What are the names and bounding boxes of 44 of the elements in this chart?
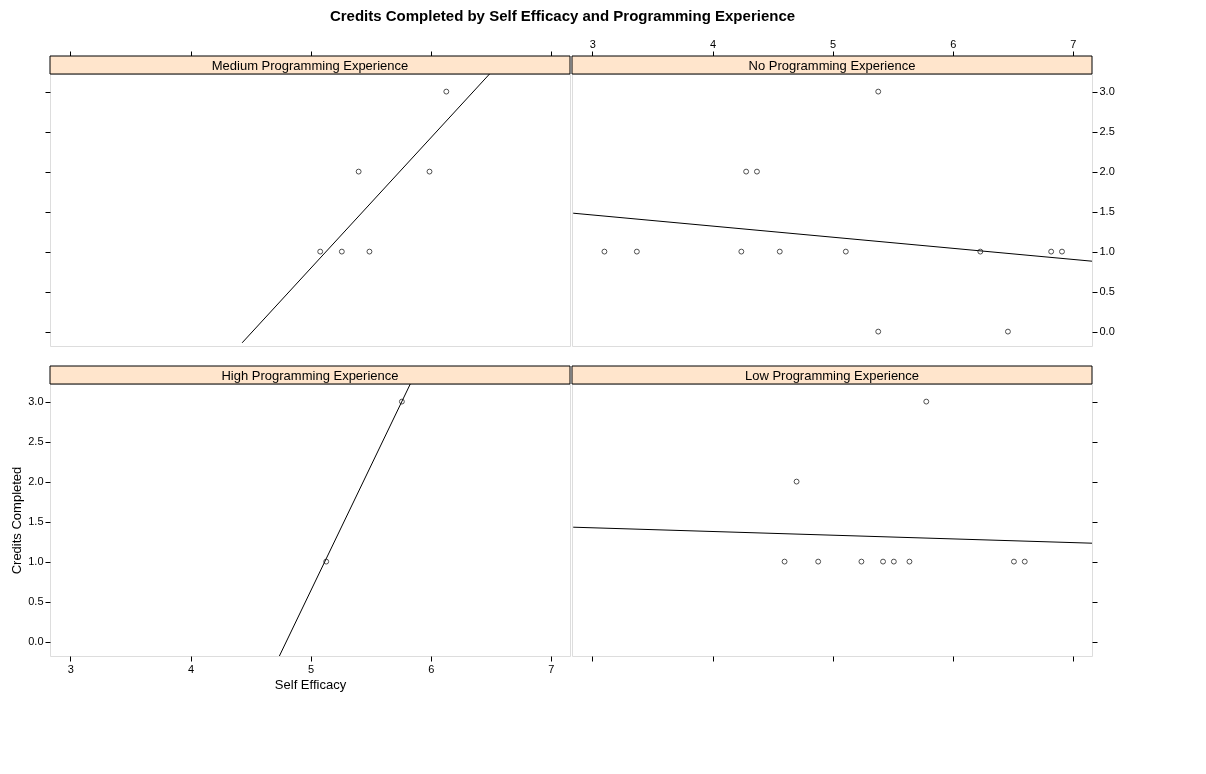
x-tick-label: 5 [308,662,315,675]
x-tick-label: 5 [830,37,837,50]
y-tick-label: 1.0 [28,555,44,568]
y-tick-label: 3.0 [28,395,44,408]
point [977,248,984,255]
y-tick-label: 2.5 [1099,125,1115,138]
x-tick-label: 4 [187,662,195,675]
point [1048,248,1055,255]
chart-title: Medium Programming Experience [211,58,409,73]
x-tick-label: 6 [950,37,957,50]
x-tick-label: 7 [1070,37,1077,50]
y-axis-title: Credits Completed [9,466,25,575]
point [1059,248,1065,255]
x-tick-label: 3 [589,37,596,50]
point [1004,328,1011,335]
y-tick-label: 1.5 [28,515,44,528]
y-tick-label: 0.5 [1099,285,1115,298]
point [753,168,760,175]
x-tick-label: 3 [67,662,74,675]
chart-title: High Programming Experience [221,368,399,383]
point [743,168,750,175]
y-tick-label: 2.0 [28,475,44,488]
y-tick-label: 3.0 [1099,85,1115,98]
y-tick-label: 2.0 [1099,165,1115,178]
x-axis-title: Self Efficacy [274,676,347,692]
point [875,88,882,95]
y-tick-label: 1.5 [1099,205,1115,218]
y-tick-label: 0.0 [28,635,44,648]
point [601,248,608,255]
y-tick-label: 0.5 [28,595,44,608]
point [842,248,849,255]
point [738,248,745,255]
point [875,328,882,335]
chart-title: Low Programming Experience [744,368,920,383]
x-tick-label: 6 [428,662,435,675]
x-tick-label: 7 [548,662,555,675]
point [776,248,783,255]
chart-title: No Programming Experience [748,58,916,73]
y-tick-label: 2.5 [28,435,44,448]
x-tick-label: 4 [709,37,717,50]
point [633,248,640,255]
text: Credits Completed by Self Efficacy and Programming Experience [329,6,796,24]
y-tick-label: 1.0 [1099,245,1115,258]
y-tick-label: 0.0 [1099,325,1115,338]
